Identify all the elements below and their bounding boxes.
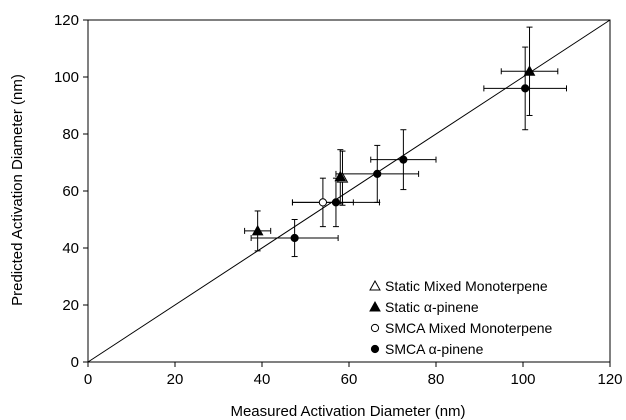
x-tick-label: 100 — [510, 371, 535, 388]
y-tick-label: 60 — [62, 183, 79, 200]
legend-label-static-alpha-pinene: Static α-pinene — [385, 299, 479, 315]
one-to-one-line — [87, 19, 611, 363]
x-tick-label: 60 — [341, 371, 358, 388]
y-tick-label: 20 — [62, 297, 79, 314]
legend-symbol — [370, 323, 380, 333]
x-axis-label: Measured Activation Diameter (nm) — [230, 403, 465, 420]
tick-labels: 0 20 40 60 80 100 120 0 20 40 60 80 100 120 — [54, 12, 623, 388]
legend-marker-circle-open — [370, 323, 380, 333]
axes — [83, 19, 611, 367]
data-point-triangle-filled — [523, 65, 536, 76]
data-point-circle-open — [318, 198, 327, 207]
legend-marker-triangle-open — [369, 279, 381, 291]
data-point-circle-filled — [399, 155, 408, 164]
legend-entry-static-mixed-monoterpene: Static Mixed Monoterpene — [369, 278, 548, 294]
data-point-triangle-filled — [334, 170, 347, 182]
legend-symbol — [369, 300, 381, 312]
x-tick-label: 20 — [167, 371, 184, 388]
legend-symbol — [370, 344, 380, 354]
x-tick-label: 40 — [254, 371, 271, 388]
y-tick-label: 0 — [71, 354, 79, 371]
data-markers — [251, 65, 536, 243]
data-point-circle-filled — [521, 84, 530, 93]
legend-label-static-mixed-monoterpene: Static Mixed Monoterpene — [385, 278, 548, 294]
data-point-circle-filled — [373, 169, 382, 178]
x-tick-label: 0 — [84, 371, 92, 388]
legend-entry-smca-alpha-pinene: SMCA α-pinene — [370, 341, 484, 357]
legend-entry-static-alpha-pinene: Static α-pinene — [369, 299, 479, 315]
y-tick-label: 40 — [62, 240, 79, 257]
y-tick-label: 80 — [62, 126, 79, 143]
data-point-circle-filled — [290, 233, 299, 243]
legend-entry-smca-mixed-monoterpene: SMCA Mixed Monoterpene — [370, 320, 553, 336]
y-tick-label: 100 — [54, 69, 79, 86]
legend-symbol — [369, 279, 381, 291]
y-axis-label: Predicted Activation Diameter (nm) — [9, 74, 26, 306]
legend-marker-triangle-filled — [369, 300, 381, 312]
legend-label-smca-mixed-monoterpene: SMCA Mixed Monoterpene — [385, 320, 553, 336]
data-point-circle-filled — [331, 198, 341, 207]
legend: Static Mixed Monoterpene Static α-pinene… — [369, 278, 553, 357]
x-tick-label: 80 — [428, 371, 445, 388]
data-point-triangle-filled — [251, 224, 264, 236]
y-tick-label: 120 — [54, 12, 79, 29]
legend-marker-circle-filled — [370, 344, 380, 354]
error-bars — [244, 26, 567, 258]
legend-label-smca-alpha-pinene: SMCA α-pinene — [385, 341, 484, 357]
x-tick-label: 120 — [597, 371, 622, 388]
